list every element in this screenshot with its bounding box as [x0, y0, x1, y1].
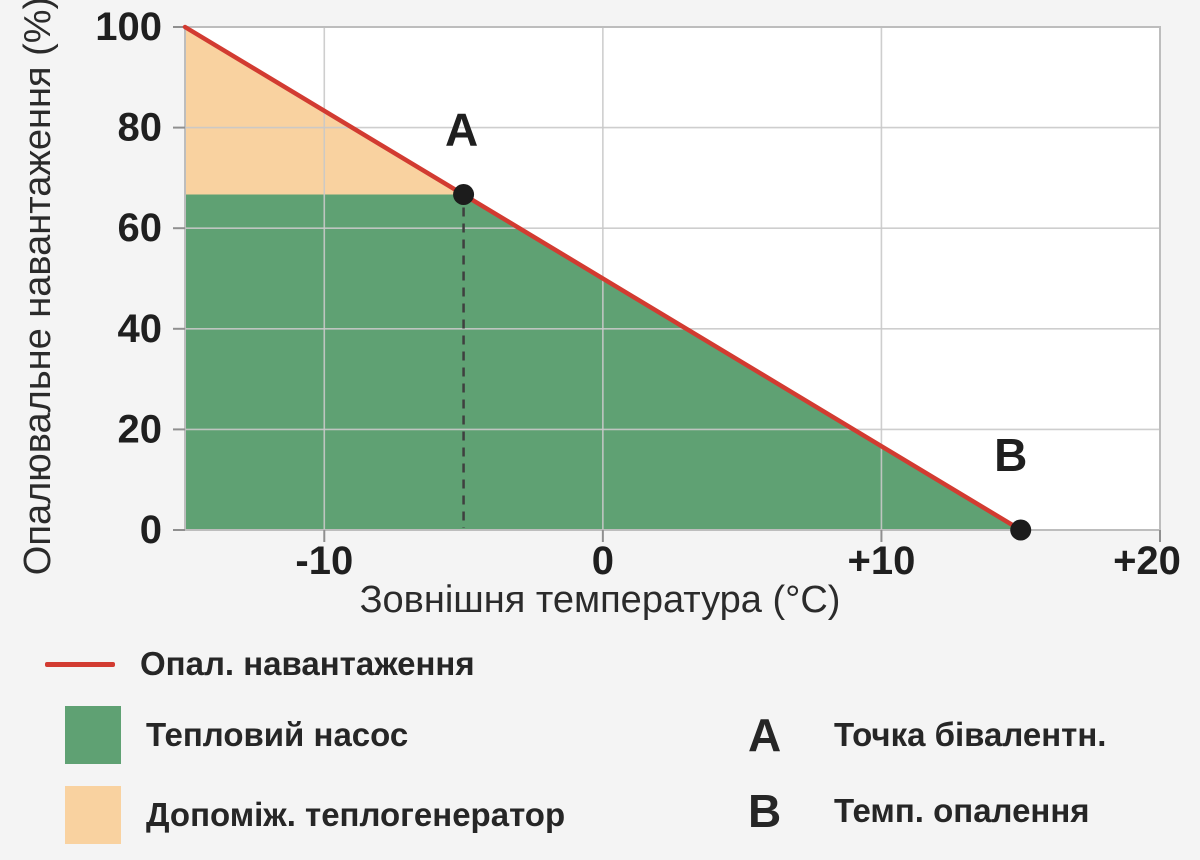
- green-area-swatch: [65, 706, 121, 764]
- legend-item-point-a: A Точка бівалентн.: [748, 706, 1106, 764]
- legend-item-point-b: B Темп. опалення: [748, 782, 1106, 840]
- orange-area-swatch: [65, 786, 121, 844]
- marker-key-b: B: [748, 785, 782, 837]
- y-tick-label: 100: [95, 5, 162, 49]
- x-axis-title: Зовнішня температура (°C): [359, 579, 841, 621]
- marker-key-a: A: [748, 709, 782, 761]
- point-a-label: A: [445, 103, 478, 155]
- y-tick-label: 80: [118, 106, 163, 150]
- x-tick-label: 0: [592, 539, 614, 583]
- legend-label-point-a: Точка бівалентн.: [834, 716, 1107, 753]
- legend-item-heating-load: Опал. навантаження: [45, 644, 565, 684]
- x-tick-label: +20: [1113, 539, 1181, 583]
- y-tick-label: 0: [140, 508, 162, 552]
- point-b-label: B: [994, 429, 1027, 481]
- point-a-dot: [453, 183, 475, 205]
- legend-label-aux-generator: Допоміж. теплогенератор: [146, 796, 566, 833]
- legend-label-heat-pump: Тепловий насос: [146, 716, 409, 753]
- red-line-swatch: [45, 661, 115, 667]
- legend-right-column: A Точка бівалентн. B Темп. опалення: [748, 706, 1106, 840]
- x-tick-label: +10: [847, 539, 915, 583]
- legend-left-column: Опал. навантаження Тепловий насос Допомі…: [45, 644, 565, 844]
- y-axis-title: Опалювальне навантаження (%): [17, 0, 59, 576]
- legend-label-heating-load: Опал. навантаження: [140, 645, 475, 682]
- y-tick-label: 40: [118, 307, 163, 351]
- point-b-dot: [1010, 519, 1032, 541]
- legend-item-heat-pump: Тепловий насос: [45, 706, 565, 764]
- legend-label-point-b: Темп. опалення: [834, 792, 1090, 829]
- heating-load-line: [182, 24, 1023, 533]
- y-tick-label: 20: [118, 407, 163, 451]
- chart-canvas: -10 0 +10 +20 0 20 40 60 80 100 A B: [95, 5, 1181, 583]
- legend-item-aux-generator: Допоміж. теплогенератор: [45, 786, 565, 844]
- x-tick-label: -10: [295, 539, 353, 583]
- plot-border: [184, 26, 1161, 531]
- heating-load-line-swatch: [45, 661, 115, 667]
- y-tick-label: 60: [118, 206, 163, 250]
